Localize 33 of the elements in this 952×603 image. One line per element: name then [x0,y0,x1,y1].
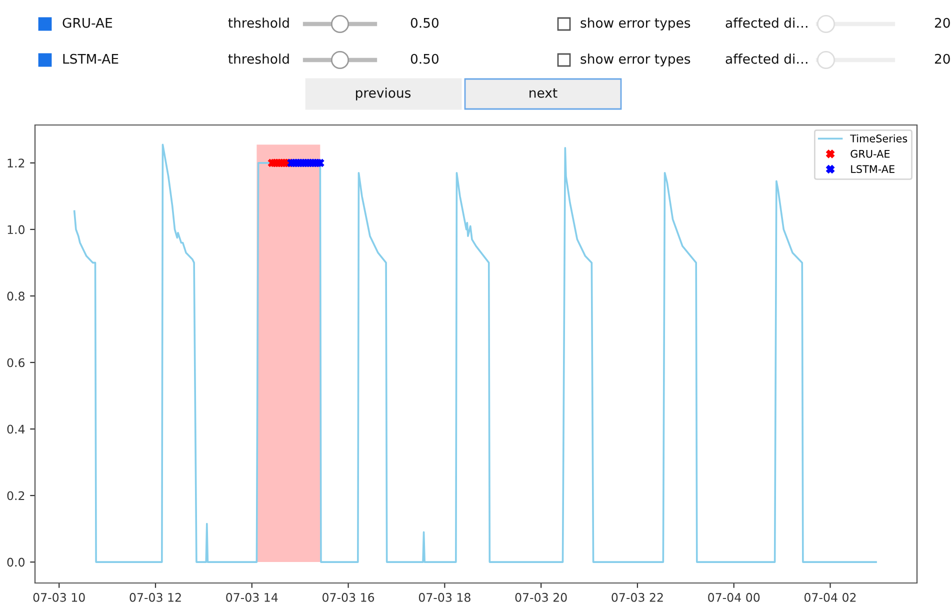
text: 0.50 [410,18,438,28]
x-tick-label: 07-03 22 [612,592,663,602]
y-tick-label: 1.2 [8,158,24,168]
legend-label: TimeSeries [850,134,908,142]
text: threshold [228,18,289,28]
text: previous [356,88,411,100]
x-tick-label: 07-03 18 [418,592,470,602]
legend-label: GRU-AE [850,150,890,158]
x-tick-label: 07-03 20 [515,592,567,602]
text: 20 [934,54,950,64]
x-tick-label: 07-03 14 [226,592,278,602]
text: LSTM-AE [63,54,118,64]
text: affected di… [726,18,808,28]
text: 20 [934,18,950,28]
text: GRU-AE [62,18,112,28]
text: 0.50 [410,54,438,64]
x-tick-label: 07-03 12 [130,592,181,602]
x-tick-label: 07-04 00 [708,592,760,602]
y-tick-label: 0.8 [7,292,24,301]
y-tick-label: 0.2 [7,491,24,500]
y-tick-label: 0.0 [7,558,24,567]
x-tick-label: 07-04 02 [804,592,856,602]
x-tick-label: 07-03 10 [33,592,85,602]
text: next [530,88,558,98]
y-tick-label: 1.0 [8,225,24,234]
legend-label: LSTM-AE [851,165,894,174]
x-tick-label: 07-03 16 [322,592,374,602]
text: affected di… [726,54,808,64]
text: show error types [580,54,690,66]
text: show error types [580,18,690,30]
y-tick-label: 0.4 [7,424,25,434]
y-tick-label: 0.6 [7,358,25,368]
text: threshold [228,54,289,64]
